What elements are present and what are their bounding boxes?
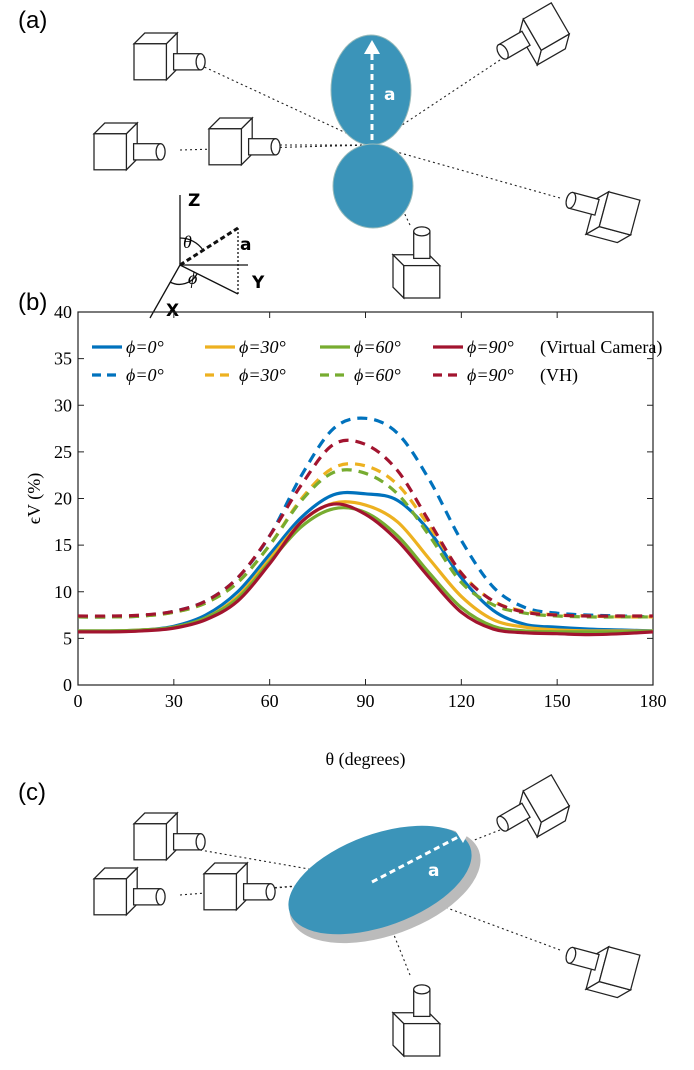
vector-label: a bbox=[384, 85, 395, 105]
x-tick-label: 180 bbox=[640, 691, 667, 711]
camera bbox=[134, 33, 205, 80]
axes-triad bbox=[150, 195, 248, 318]
data-line bbox=[78, 464, 653, 617]
axis-name: Z bbox=[188, 191, 200, 211]
x-tick-label: 90 bbox=[357, 691, 375, 711]
legend-label: ϕ=60° bbox=[354, 337, 401, 357]
legend-group: (Virtual Camera) bbox=[540, 337, 662, 358]
camera bbox=[559, 182, 640, 246]
x-tick-label: 30 bbox=[165, 691, 183, 711]
angle-label: θ bbox=[183, 232, 192, 252]
y-axis-label: ϵV (%) bbox=[24, 473, 45, 524]
y-tick-label: 10 bbox=[54, 582, 72, 602]
x-tick-label: 60 bbox=[261, 691, 279, 711]
y-tick-label: 30 bbox=[54, 395, 72, 415]
x-tick-label: 150 bbox=[544, 691, 571, 711]
y-tick-label: 40 bbox=[54, 302, 72, 322]
data-line bbox=[78, 470, 653, 617]
axis-name: X bbox=[166, 301, 179, 321]
y-tick-label: 25 bbox=[54, 442, 72, 462]
legend-label: ϕ=0° bbox=[126, 337, 164, 357]
blob bbox=[333, 144, 413, 228]
legend-label: ϕ=0° bbox=[126, 365, 164, 385]
y-tick-label: 5 bbox=[63, 628, 72, 648]
axis-name: Y bbox=[251, 273, 265, 293]
camera bbox=[204, 863, 275, 910]
camera bbox=[490, 775, 575, 851]
legend-label: ϕ=30° bbox=[239, 337, 286, 357]
figure: (a) (b) (c) a Z Y X bbox=[0, 0, 694, 1070]
legend-group: (VH) bbox=[540, 365, 578, 386]
legend-label: ϕ=90° bbox=[467, 365, 514, 385]
vector-label: a bbox=[428, 861, 439, 881]
y-tick-label: 0 bbox=[63, 675, 72, 695]
panel-label: (a) bbox=[18, 7, 47, 34]
legend-label: ϕ=90° bbox=[467, 337, 514, 357]
x-tick-label: 0 bbox=[74, 691, 83, 711]
camera bbox=[490, 3, 575, 79]
diagram-a: a Z Y X θ ϕ a bbox=[94, 3, 640, 321]
panel-label: (c) bbox=[18, 779, 46, 806]
x-tick-label: 120 bbox=[448, 691, 475, 711]
camera bbox=[393, 227, 440, 298]
camera bbox=[559, 937, 640, 1001]
legend-label: ϕ=30° bbox=[239, 365, 286, 385]
camera bbox=[393, 985, 440, 1056]
x-axis-label: θ (degrees) bbox=[325, 749, 405, 770]
y-tick-label: 35 bbox=[54, 349, 72, 369]
y-tick-label: 15 bbox=[54, 535, 72, 555]
data-line bbox=[78, 440, 653, 616]
camera bbox=[209, 118, 280, 165]
diagram-c: a bbox=[94, 775, 640, 1056]
y-tick-label: 20 bbox=[54, 489, 72, 509]
panel-label: (b) bbox=[18, 289, 47, 316]
angle-label: ϕ bbox=[188, 268, 197, 288]
camera bbox=[94, 868, 165, 915]
camera bbox=[94, 123, 165, 170]
vector-label: a bbox=[240, 235, 251, 255]
legend-label: ϕ=60° bbox=[354, 365, 401, 385]
data-line bbox=[78, 418, 653, 617]
camera bbox=[134, 813, 205, 860]
